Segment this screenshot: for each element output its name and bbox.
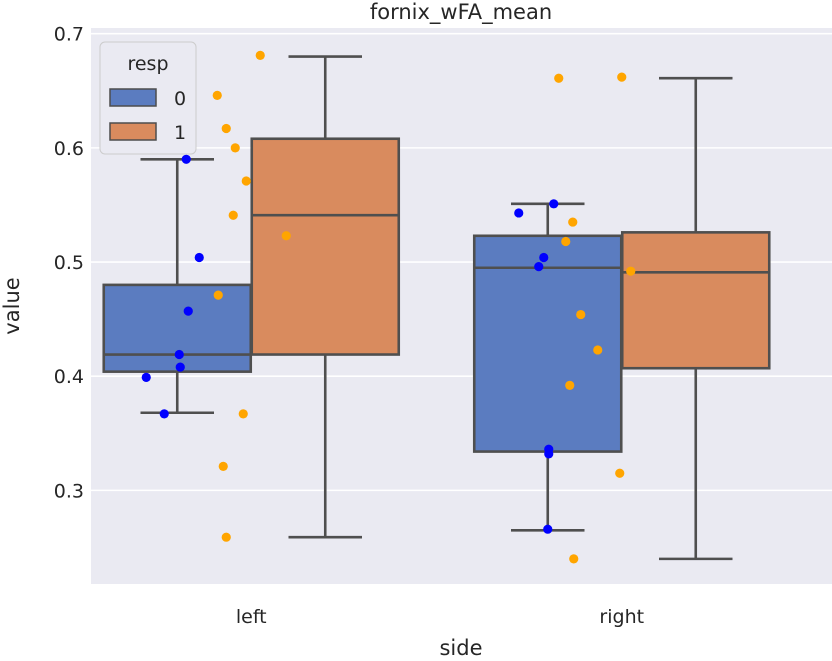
point-1-right-6 [593,345,603,355]
y-tick-label-3: 0.6 [54,138,84,160]
legend-label-1: 1 [174,122,186,144]
point-1-right-5 [576,309,586,320]
point-1-right-8 [615,468,625,478]
chart-title: fornix_wFA_mean [370,0,552,25]
point-0-right-6 [543,524,553,534]
x-tick-label-right: right [599,606,644,628]
legend: resp 0 1 [99,41,197,155]
point-0-left-6 [159,409,169,419]
point-0-left-4 [175,362,185,372]
y-tick-label-2: 0.5 [54,252,84,274]
point-1-right-0 [617,72,627,82]
y-tick-label-0: 0.3 [54,480,84,502]
point-1-left-9 [218,461,228,472]
point-0-left-0 [181,154,191,164]
point-0-right-0 [549,199,559,209]
box-1-right-body [620,231,771,370]
point-1-left-4 [241,176,251,186]
y-tick-label-1: 0.4 [54,366,84,388]
point-1-left-10 [221,532,231,542]
point-0-left-1 [194,252,204,263]
point-0-right-3 [534,262,544,272]
point-1-left-3 [230,143,240,153]
legend-title: resp [127,53,168,75]
point-1-left-7 [213,290,223,300]
point-1-right-1 [554,73,564,83]
box-1-left-body [250,137,401,356]
point-1-right-4 [626,266,636,276]
point-0-left-5 [141,372,151,382]
point-1-left-6 [281,231,291,241]
point-0-right-1 [514,208,524,218]
box-0-right-body [472,234,623,453]
point-1-right-7 [565,380,575,390]
point-0-left-3 [174,349,184,360]
y-axis-label: value [0,277,24,334]
point-1-left-5 [228,210,238,220]
point-1-right-9 [569,554,579,564]
point-0-right-5 [544,449,554,459]
x-tick-labels: left right [236,606,644,628]
point-1-left-0 [255,50,265,61]
point-0-right-2 [539,252,549,263]
point-1-right-2 [568,217,578,227]
y-tick-label-4: 0.7 [54,24,84,46]
legend-label-0: 0 [174,88,186,110]
point-0-left-2 [183,306,193,316]
x-tick-label-left: left [236,606,267,628]
point-1-left-1 [212,90,222,100]
point-1-left-2 [221,123,231,134]
point-1-left-8 [238,409,248,419]
legend-swatch-1 [109,122,157,141]
point-1-right-3 [561,236,571,247]
legend-swatch-0 [109,88,157,107]
x-axis-label: side [439,636,482,660]
points-layer [141,50,636,564]
y-tick-labels: 0.3 0.4 0.5 0.6 0.7 [54,24,84,503]
